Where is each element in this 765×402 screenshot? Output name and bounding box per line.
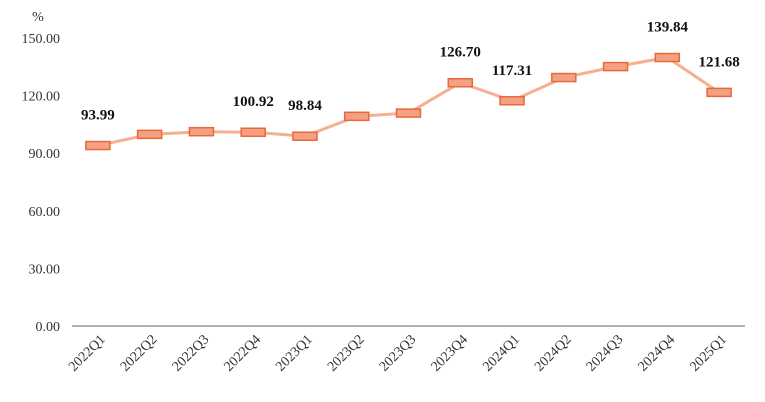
data-label: 98.84 bbox=[288, 98, 322, 114]
data-point-marker bbox=[447, 77, 474, 88]
y-tick-labels: 0.00 30.00 60.00 90.00 120.00 150.00 bbox=[22, 32, 61, 335]
data-point-marker bbox=[188, 126, 215, 137]
x-tick-label: 2025Q1 bbox=[687, 332, 730, 375]
data-point-marker bbox=[343, 111, 370, 122]
y-tick-label: 120.00 bbox=[22, 90, 61, 105]
x-tick-label: 2024Q1 bbox=[480, 332, 523, 375]
data-label: 117.31 bbox=[492, 63, 532, 79]
data-labels: 93.99 100.92 98.84 126.70 117.31 139.84 121.68 bbox=[81, 20, 740, 124]
data-point-marker bbox=[551, 72, 577, 83]
y-tick-label: 30.00 bbox=[29, 262, 61, 277]
data-label: 139.84 bbox=[647, 20, 689, 36]
data-point-marker bbox=[292, 131, 318, 141]
data-point-marker bbox=[602, 61, 629, 72]
y-tick-label: 90.00 bbox=[29, 147, 61, 162]
drop-lines bbox=[97, 57, 720, 326]
data-point-marker bbox=[654, 52, 681, 63]
y-tick-label: 60.00 bbox=[29, 205, 61, 220]
x-tick-label: 2024Q3 bbox=[584, 332, 627, 375]
x-tick-label: 2022Q4 bbox=[222, 332, 265, 375]
x-tick-label: 2024Q2 bbox=[532, 332, 575, 375]
data-point-marker bbox=[240, 127, 266, 137]
data-point-marker bbox=[85, 140, 111, 151]
x-tick-label: 2022Q1 bbox=[66, 332, 109, 375]
x-tick-label: 2023Q1 bbox=[273, 332, 316, 375]
x-tick-labels: 2022Q1 2022Q2 2022Q3 2022Q4 2023Q1 2023Q2 2023… bbox=[66, 332, 730, 375]
x-tick-label: 2024Q4 bbox=[636, 332, 679, 375]
data-label: 93.99 bbox=[81, 108, 115, 124]
data-point-marker bbox=[499, 96, 525, 106]
x-tick-label: 2022Q3 bbox=[170, 332, 213, 375]
data-point-marker bbox=[136, 129, 163, 140]
x-tick-label: 2023Q4 bbox=[429, 332, 472, 375]
data-point-marker bbox=[395, 108, 422, 118]
data-label: 126.70 bbox=[440, 45, 481, 61]
y-axis-unit-label: % bbox=[32, 10, 44, 25]
data-label: 121.68 bbox=[698, 54, 739, 70]
data-point-marker bbox=[706, 87, 732, 98]
x-tick-label: 2023Q3 bbox=[377, 332, 420, 375]
x-tick-label: 2022Q2 bbox=[118, 332, 161, 375]
y-tick-label: 0.00 bbox=[36, 320, 61, 335]
x-tick-label: 2023Q2 bbox=[325, 332, 368, 375]
data-label: 100.92 bbox=[233, 94, 274, 110]
data-markers bbox=[85, 52, 732, 151]
y-tick-label: 150.00 bbox=[22, 32, 61, 47]
